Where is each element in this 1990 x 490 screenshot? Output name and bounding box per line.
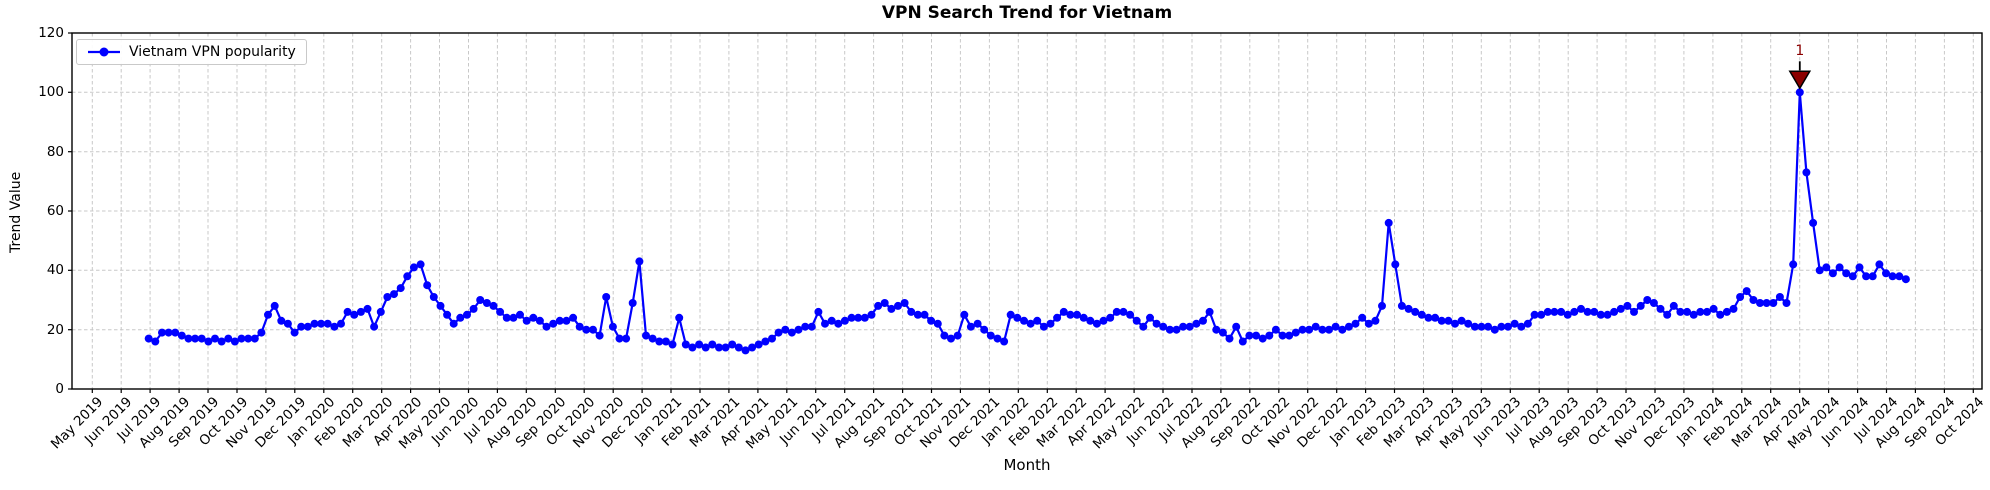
peak-annotation-label: 1 (1795, 43, 1805, 60)
chart-title: VPN Search Trend for Vietnam (881, 3, 1173, 23)
y-tick-label: 0 (55, 381, 64, 397)
y-tick-label: 100 (38, 84, 64, 101)
legend-line-icon (88, 47, 120, 57)
y-tick-label: 60 (46, 203, 64, 219)
trend-markers (144, 88, 1910, 355)
peak-marker-icon (1788, 70, 1812, 90)
legend-label: Vietnam VPN popularity (129, 44, 296, 60)
y-tick-label: 40 (46, 262, 64, 279)
trend-line (148, 91, 1907, 352)
legend: Vietnam VPN popularity (76, 39, 307, 65)
y-tick-label: 20 (46, 321, 64, 338)
y-tick-label: 80 (46, 143, 64, 160)
y-tick-label: 120 (38, 25, 64, 41)
x-axis-label: Month (1003, 456, 1051, 474)
